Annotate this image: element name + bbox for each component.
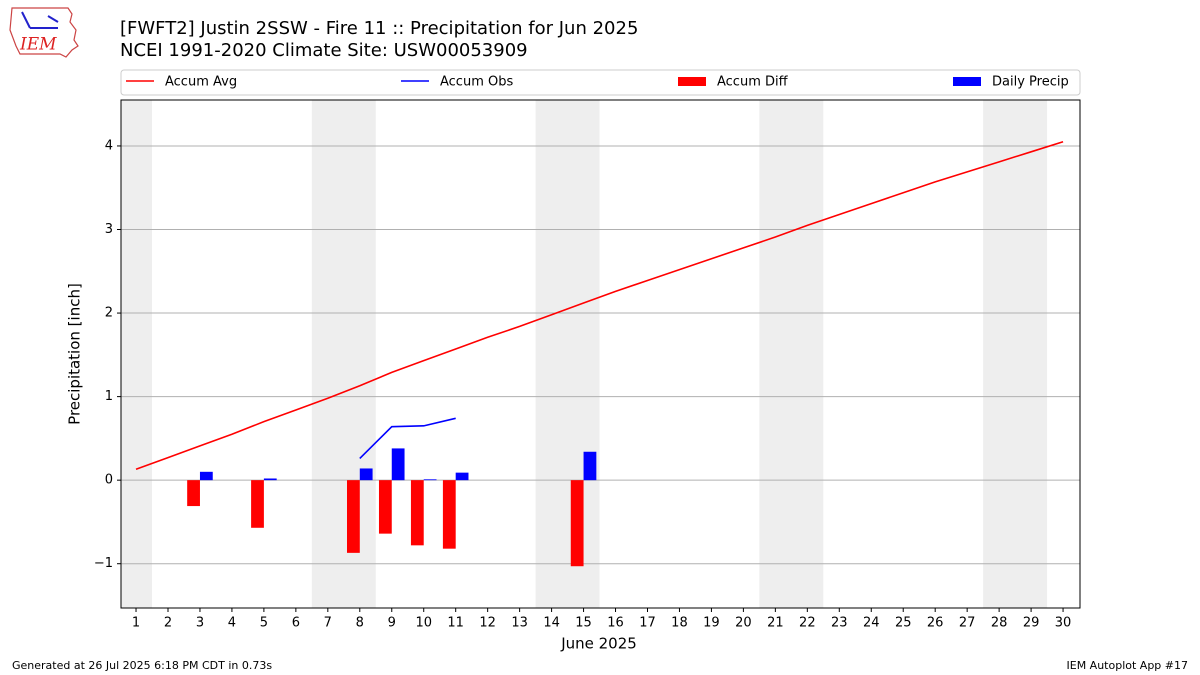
- bar: [583, 451, 597, 481]
- line: [359, 417, 456, 460]
- x-tick-label: 19: [703, 616, 720, 631]
- bar: [442, 480, 456, 549]
- legend-label: Accum Obs: [440, 75, 513, 90]
- x-tick-label: 3: [196, 616, 204, 631]
- bar: [263, 478, 277, 481]
- x-tick-label: 4: [228, 616, 236, 631]
- bar: [391, 448, 405, 481]
- weekend-shade: [535, 100, 600, 608]
- chart-subtitle: NCEI 1991-2020 Climate Site: USW00053909: [120, 40, 528, 61]
- y-axis-label: Precipitation [inch]: [66, 283, 84, 425]
- logo: IEM: [9, 7, 79, 58]
- x-axis-label: June 2025: [560, 635, 637, 653]
- weekend-shade: [121, 100, 153, 608]
- x-tick-label: 25: [895, 616, 912, 631]
- footer-left: Generated at 26 Jul 2025 6:18 PM CDT in …: [12, 659, 272, 672]
- x-tick-label: 18: [671, 616, 688, 631]
- x-tick-label: 26: [927, 616, 944, 631]
- y-tick-label: 0: [105, 473, 113, 488]
- legend-box: [120, 69, 1081, 96]
- x-tick-label: 10: [415, 616, 432, 631]
- x-tick-label: 24: [863, 616, 880, 631]
- bar: [187, 480, 200, 507]
- x-tick-label: 16: [607, 616, 624, 631]
- bar: [455, 472, 469, 481]
- line: [135, 141, 1064, 471]
- x-tick-label: 9: [388, 616, 396, 631]
- weekend-shade: [983, 100, 1048, 608]
- chart-title: [FWFT2] Justin 2SSW - Fire 11 :: Precipi…: [120, 18, 638, 39]
- bar: [199, 471, 213, 481]
- x-tick-label: 15: [575, 616, 592, 631]
- bar: [359, 468, 373, 481]
- x-tick-label: 22: [799, 616, 816, 631]
- logo-outline: [9, 7, 79, 58]
- legend-label: Accum Avg: [165, 75, 237, 90]
- x-tick-label: 14: [543, 616, 560, 631]
- bar: [378, 480, 392, 534]
- x-tick-label: 6: [292, 616, 300, 631]
- y-tick-label: 4: [105, 138, 113, 153]
- legend-swatch: [678, 77, 706, 86]
- bar: [570, 480, 584, 567]
- y-tick-label: 2: [105, 306, 113, 321]
- y-tick-label: −1: [94, 556, 113, 571]
- x-tick-label: 23: [831, 616, 848, 631]
- x-tick-label: 8: [356, 616, 364, 631]
- x-tick-label: 11: [447, 616, 464, 631]
- x-tick-label: 17: [639, 616, 656, 631]
- logo-icon: [21, 11, 59, 29]
- x-tick-label: 5: [260, 616, 268, 631]
- plot-frame: [120, 99, 1081, 609]
- x-tick-label: 21: [767, 616, 784, 631]
- x-tick-label: 12: [479, 616, 496, 631]
- x-tick-label: 30: [1055, 616, 1072, 631]
- x-tick-label: 29: [1023, 616, 1040, 631]
- x-tick-label: 27: [959, 616, 976, 631]
- logo-text: IEM: [19, 35, 57, 55]
- weekend-shade: [311, 100, 376, 608]
- bar: [410, 480, 424, 546]
- weekend-shade: [759, 100, 824, 608]
- x-tick-label: 28: [991, 616, 1008, 631]
- bar: [251, 480, 264, 528]
- x-tick-label: 13: [511, 616, 528, 631]
- legend-label: Daily Precip: [992, 75, 1069, 90]
- y-tick-label: 3: [105, 222, 113, 237]
- legend-swatch: [953, 77, 981, 86]
- x-tick-label: 2: [164, 616, 172, 631]
- bar: [347, 480, 360, 553]
- x-tick-label: 1: [132, 616, 140, 631]
- legend-label: Accum Diff: [717, 75, 789, 90]
- x-tick-label: 20: [735, 616, 752, 631]
- y-tick-label: 1: [105, 389, 113, 404]
- x-tick-label: 7: [324, 616, 332, 631]
- bar: [423, 479, 437, 481]
- footer-right: IEM Autoplot App #17: [1067, 659, 1189, 672]
